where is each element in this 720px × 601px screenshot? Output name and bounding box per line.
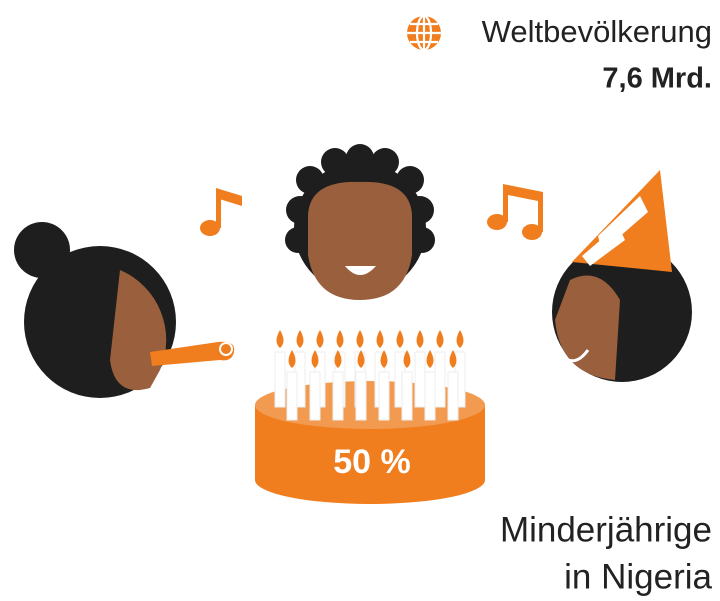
header-value: 7,6 Mrd.	[602, 63, 712, 95]
candle	[447, 371, 459, 421]
music-note	[200, 188, 242, 236]
flame	[276, 330, 284, 348]
candle	[401, 371, 413, 421]
music-note-double	[487, 184, 543, 240]
flame	[296, 330, 304, 348]
candle	[332, 371, 344, 421]
candle	[414, 351, 426, 408]
candle	[424, 371, 436, 421]
flame	[288, 350, 296, 368]
candle	[434, 351, 446, 408]
candle	[274, 351, 286, 408]
flame	[396, 330, 404, 348]
candle	[309, 371, 321, 421]
flame	[316, 330, 324, 348]
flame	[356, 330, 364, 348]
candle	[286, 371, 298, 421]
center-person	[285, 144, 435, 300]
candle	[378, 371, 390, 421]
flame	[376, 330, 384, 348]
flame	[336, 330, 344, 348]
right-person	[552, 170, 692, 382]
candles	[274, 330, 466, 421]
cake-label: 50 %	[333, 443, 411, 481]
flame	[456, 330, 464, 348]
flame	[380, 350, 388, 368]
flame	[416, 330, 424, 348]
caption-line: in Nigeria	[564, 557, 712, 596]
left-person	[14, 222, 235, 398]
candle	[355, 371, 367, 421]
flame	[311, 350, 319, 368]
caption-line: Minderjährige	[500, 510, 712, 549]
flame	[436, 330, 444, 348]
globe-icon	[407, 14, 441, 52]
flame	[403, 350, 411, 368]
header-title: Weltbevölkerung	[482, 14, 712, 49]
flame	[334, 350, 342, 368]
flame	[449, 350, 457, 368]
flame	[426, 350, 434, 368]
flame	[357, 350, 365, 368]
